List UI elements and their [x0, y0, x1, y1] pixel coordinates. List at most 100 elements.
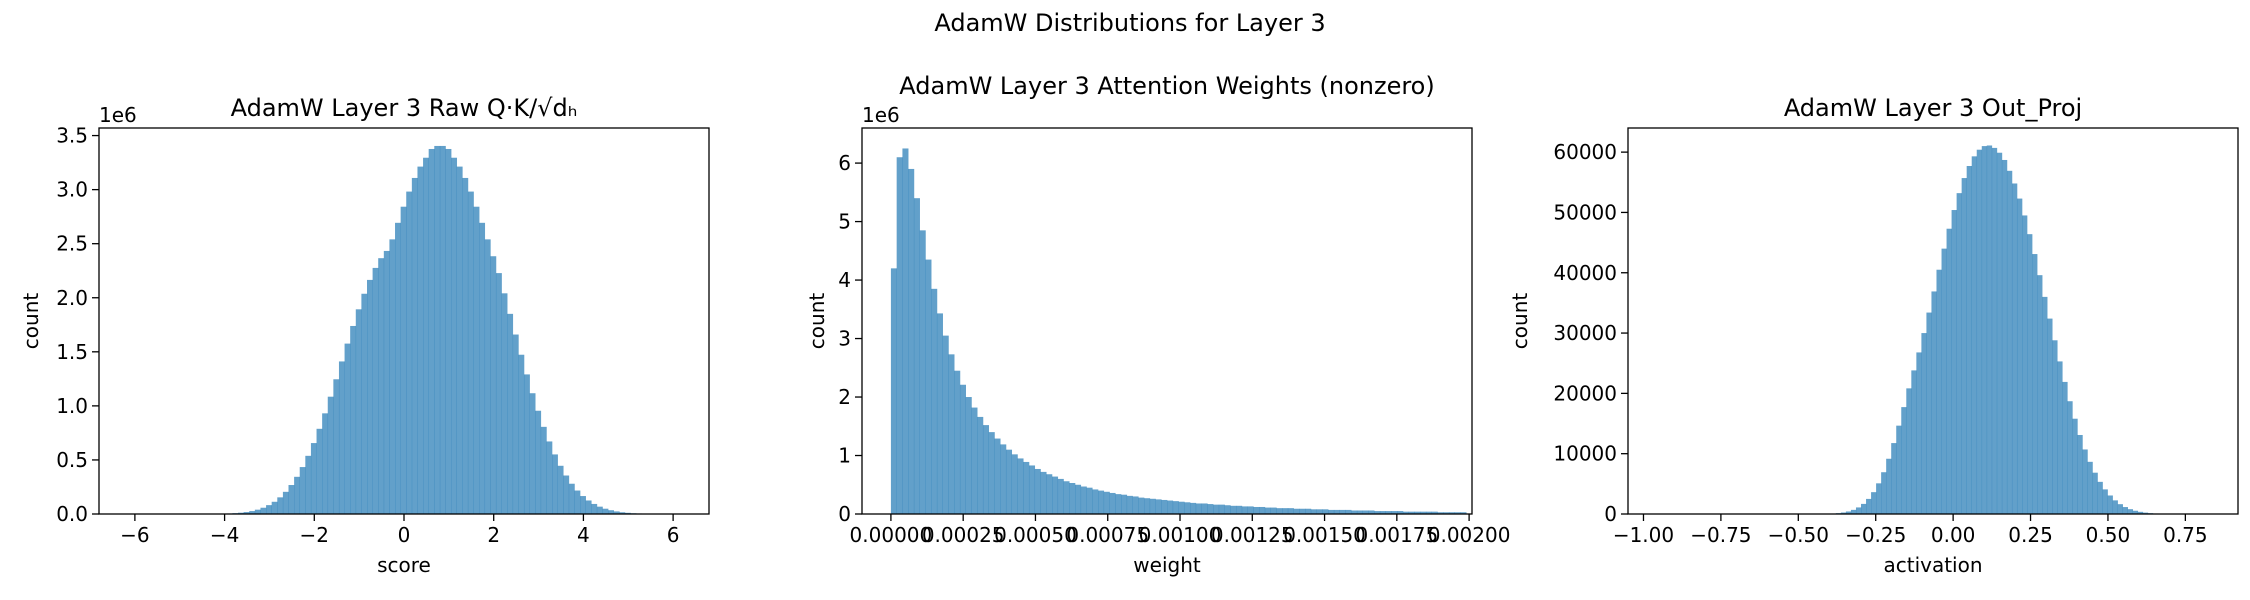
histogram-bar: [1299, 508, 1306, 514]
histogram-bar: [2047, 318, 2053, 514]
histogram-bar: [1322, 509, 1329, 514]
histogram-bar: [1333, 509, 1340, 514]
histogram-bar: [1270, 507, 1277, 514]
histogram-bar: [1115, 494, 1122, 514]
histogram-bar: [1966, 166, 1972, 514]
histogram-bar: [1981, 146, 1988, 514]
histogram-bar: [473, 206, 480, 514]
x-tick-label: 0.00025: [922, 523, 1005, 547]
histogram-bar: [1431, 511, 1438, 514]
plot-frame-scores: [98, 127, 710, 515]
y-tick-label: 2.5: [56, 232, 88, 256]
y-tick-label: 30000: [1553, 321, 1617, 345]
histogram-bar: [1926, 312, 1932, 514]
histogram-bar: [563, 475, 570, 514]
histogram-bar: [1351, 510, 1358, 514]
x-tick-label: −0.75: [1690, 523, 1751, 547]
x-tick-label: −0.25: [1845, 523, 1906, 547]
histogram-bar: [1855, 507, 1862, 514]
histogram-bar: [1310, 509, 1317, 514]
histogram-bar: [1218, 504, 1225, 514]
y-tick-label: 0: [838, 502, 851, 526]
histogram-bar: [1391, 511, 1398, 514]
histogram-bar: [327, 396, 334, 514]
histogram-bar: [1178, 501, 1185, 514]
y-tick-label: 50000: [1553, 200, 1617, 224]
histogram-bar: [896, 157, 903, 515]
y-axis-label-attention-weights: count: [805, 293, 829, 350]
histogram-bar: [1000, 444, 1007, 514]
histogram-bar: [411, 177, 418, 514]
histogram-panel-out-proj: AdamW Layer 3 Out_Proj −1.00 −0.75 −0.50 −0…: [1508, 94, 2239, 577]
histogram-bar: [1305, 508, 1312, 514]
y-tick-label: 0: [1604, 502, 1617, 526]
histogram-bar: [1420, 511, 1427, 514]
histogram-bar: [344, 343, 351, 514]
y-tick-label: 3.0: [56, 178, 88, 202]
plot-frame-attention-weights: [861, 127, 1473, 515]
y-multiplier-attention-weights: 1e6: [862, 103, 900, 127]
histogram-bar: [954, 370, 961, 514]
x-tick-label: 6: [667, 523, 680, 547]
y-axis-ticks-attention-weights: 0 1 2 3 4 5 6: [838, 151, 862, 526]
histogram-bar: [1040, 471, 1047, 514]
panel-title-attention-weights: AdamW Layer 3 Attention Weights (nonzero…: [899, 72, 1434, 100]
histogram-bars-scores: [204, 145, 665, 515]
histogram-bar: [1956, 193, 1962, 514]
x-tick-label: 0: [398, 523, 411, 547]
histogram-bar: [529, 393, 536, 514]
histogram-bar: [333, 379, 340, 514]
x-axis-label-out-proj: activation: [1883, 553, 1982, 577]
histogram-bar: [1213, 504, 1220, 514]
histogram-bar: [948, 354, 955, 514]
histogram-bar: [2142, 512, 2149, 514]
histogram-bar: [1845, 511, 1852, 514]
histogram-bar: [1144, 498, 1151, 514]
histogram-bar: [1425, 511, 1432, 514]
histogram-bar: [2072, 418, 2078, 514]
histogram-bar: [310, 443, 317, 514]
histogram-bar: [1161, 499, 1168, 514]
histogram-bar: [322, 413, 329, 514]
histogram-bar: [902, 148, 909, 514]
x-tick-label: −2: [300, 523, 329, 547]
histogram-bar: [1190, 502, 1197, 514]
histogram-bar: [1454, 512, 1461, 514]
histogram-bar: [1460, 512, 1467, 514]
histogram-bar: [428, 148, 435, 515]
histogram-bar: [1155, 499, 1162, 514]
histogram-bar: [282, 491, 289, 514]
histogram-bar: [608, 510, 614, 514]
histogram-bar: [2037, 275, 2043, 514]
histogram-bar: [1241, 506, 1248, 514]
x-tick-label: 0.00125: [1211, 523, 1294, 547]
y-tick-label: 3: [838, 327, 851, 351]
histogram-bar: [1911, 370, 1917, 514]
y-tick-label: 6: [838, 151, 851, 175]
histogram-bar: [1921, 333, 1927, 514]
histogram-bar: [294, 476, 301, 514]
panel-title-scores: AdamW Layer 3 Raw Q·K/√dₕ: [231, 94, 578, 122]
x-tick-label: −0.50: [1768, 523, 1829, 547]
histogram-panel-scores: AdamW Layer 3 Raw Q·K/√dₕ 1e6 −6 −4 −2 0 2 4 6…: [19, 94, 710, 577]
y-tick-label: 1: [838, 444, 851, 468]
histogram-bar: [467, 191, 474, 514]
histogram-bar: [942, 335, 949, 514]
histogram-bar: [462, 177, 469, 514]
x-tick-label: 0.00050: [994, 523, 1077, 547]
histogram-bar: [1414, 511, 1421, 514]
histogram-bar: [1971, 156, 1978, 514]
histogram-bars-out-proj: [1805, 145, 2194, 515]
histogram-bar: [1201, 503, 1208, 514]
histogram-bar: [1207, 504, 1214, 514]
plot-frame-out-proj: [1627, 127, 2239, 515]
x-tick-label: 0.00000: [850, 523, 933, 547]
histogram-bar: [1005, 449, 1013, 514]
histogram-bar: [1443, 512, 1450, 514]
histogram-bar: [1092, 489, 1099, 514]
histogram-bar: [2032, 254, 2038, 515]
y-tick-label: 2: [838, 385, 851, 409]
histogram-bar: [243, 512, 250, 514]
histogram-bar: [2006, 170, 2013, 514]
histogram-bar: [2027, 234, 2033, 514]
